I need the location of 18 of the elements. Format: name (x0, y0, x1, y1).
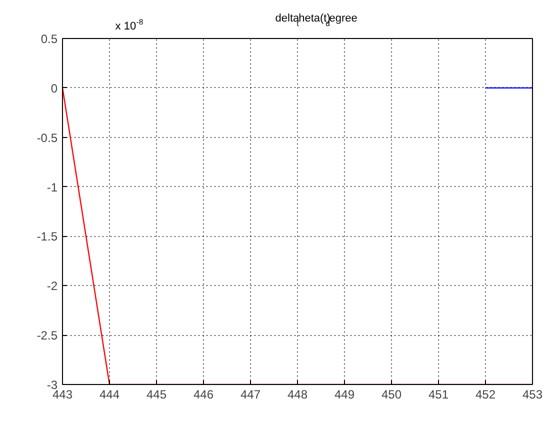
y-tick-label: -2 (46, 279, 58, 294)
x-tick-label: 451 (428, 388, 449, 402)
x-tick-label: 443 (52, 388, 73, 402)
y-tick-label: -0.5 (36, 130, 58, 145)
y-tick-label: -1.5 (36, 230, 58, 244)
x-tick-label: 452 (475, 388, 496, 402)
x-tick-label: 453 (522, 388, 543, 402)
y-tick-label: -1 (46, 180, 58, 194)
y-tick-label: -2.5 (36, 328, 58, 343)
x-tick-label: 445 (146, 388, 167, 402)
x-tick-label: 450 (381, 388, 402, 402)
x-tick-label: 444 (99, 388, 120, 402)
x-tick-label: 448 (287, 388, 308, 402)
y-tick-label: 0.5 (40, 32, 58, 46)
x-tick-label: 449 (334, 388, 355, 402)
y-tick-label: 0 (50, 81, 58, 96)
x-tick-label: 447 (240, 388, 261, 402)
x-tick-label: 446 (193, 388, 214, 402)
